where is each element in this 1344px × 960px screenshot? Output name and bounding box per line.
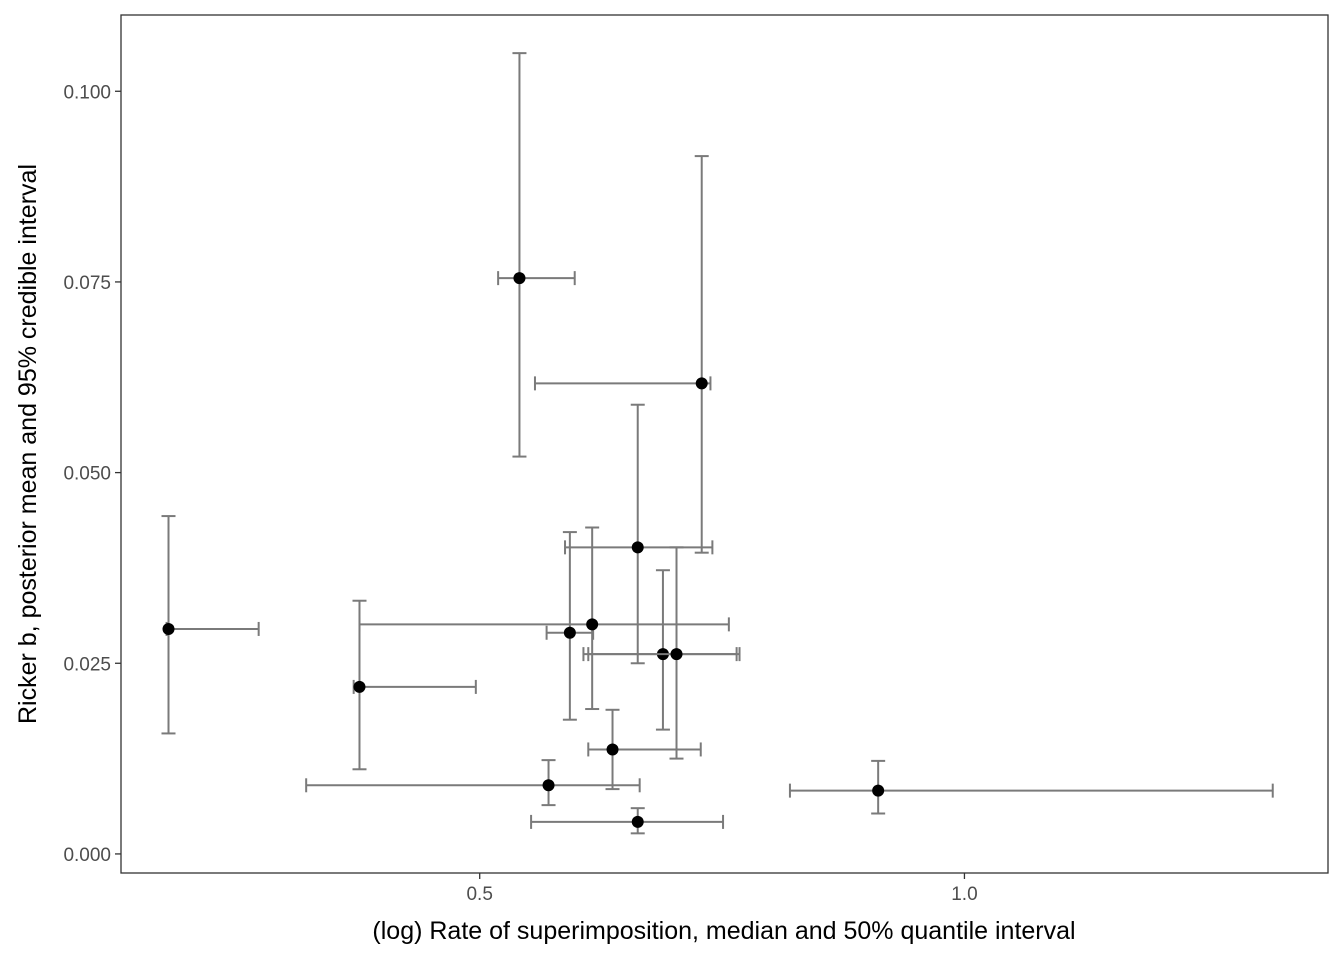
data-point — [586, 618, 599, 631]
data-point — [872, 784, 885, 797]
data-point-group — [497, 52, 576, 458]
data-point — [353, 680, 366, 693]
x-tick-label: 0.5 — [466, 884, 492, 905]
x-tick-label: 1.0 — [951, 884, 977, 905]
data-point-group — [358, 526, 730, 711]
data-point-group — [533, 155, 712, 554]
data-point — [162, 622, 175, 635]
data-point-group — [305, 759, 641, 807]
y-axis: 0.000 0.025 0.050 0.075 0.100 — [63, 82, 121, 866]
data-point — [695, 377, 708, 390]
data-point-group — [530, 807, 725, 835]
data-point — [670, 648, 683, 661]
data-point-group — [587, 708, 702, 791]
data-point — [542, 779, 555, 792]
x-axis: 0.5 1.0 — [466, 873, 978, 905]
data-point-group — [587, 546, 741, 760]
data-point-group — [788, 759, 1274, 815]
y-tick-label: 0.000 — [63, 845, 111, 866]
series — [161, 52, 1274, 835]
y-tick-label: 0.100 — [63, 82, 111, 103]
data-point — [631, 541, 644, 554]
x-axis-title: (log) Rate of superimposition, median an… — [372, 917, 1075, 945]
plot-panel — [120, 14, 1329, 874]
y-axis-title: Ricker b, posterior mean and 95% credibl… — [14, 164, 42, 724]
data-point-group — [545, 531, 595, 721]
data-point — [563, 626, 576, 639]
data-point — [606, 743, 619, 756]
data-point-group — [161, 515, 260, 735]
y-tick-label: 0.075 — [63, 273, 111, 294]
data-point — [513, 272, 526, 285]
data-point-group — [564, 403, 714, 665]
y-tick-label: 0.050 — [63, 464, 111, 485]
y-tick-label: 0.025 — [63, 654, 111, 675]
data-point — [631, 815, 644, 828]
